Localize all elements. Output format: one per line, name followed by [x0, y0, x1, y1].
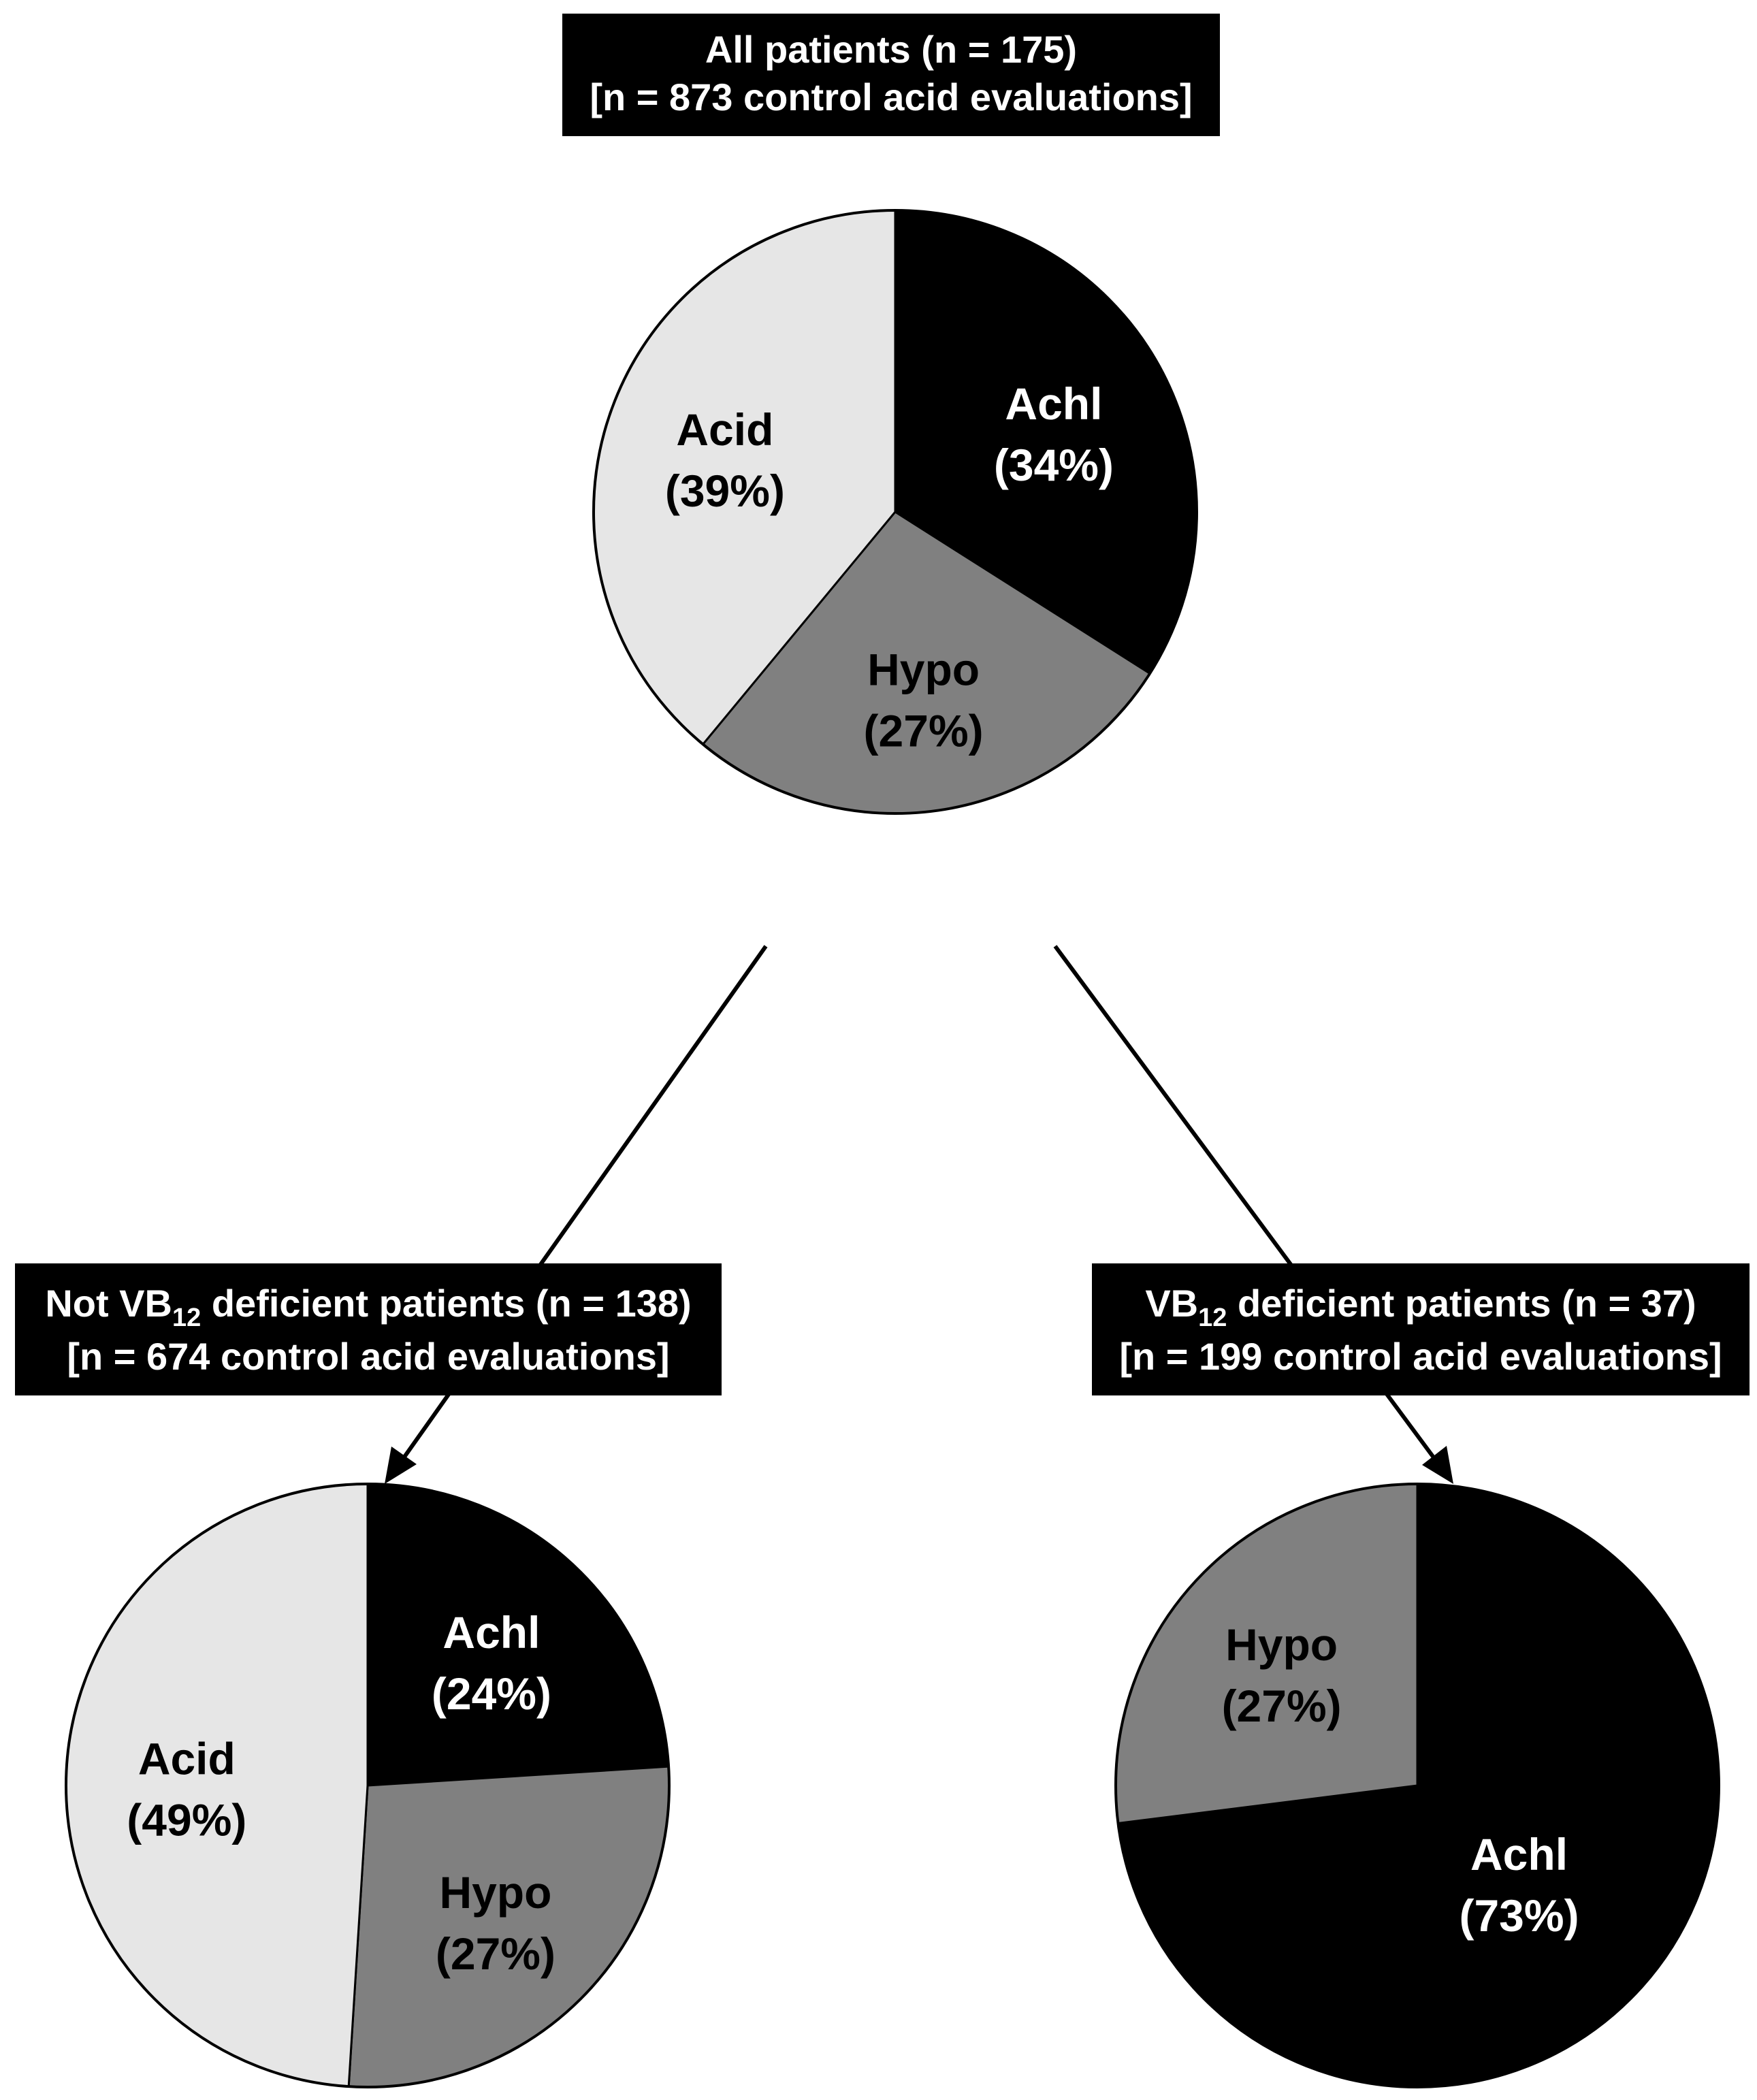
- pie-outline: [1114, 1483, 1720, 2088]
- slice-percent-achl: (34%): [994, 440, 1114, 490]
- slice-label-achl: Achl: [442, 1607, 540, 1658]
- pie-outline: [592, 209, 1198, 815]
- title-box-not-deficient: Not VB12 deficient patients (n = 138) [n…: [15, 1263, 722, 1395]
- slice-label-hypo: Hypo: [1225, 1619, 1338, 1670]
- title-deficient: VB12 deficient patients (n = 37): [1145, 1282, 1696, 1332]
- slice-percent-acid: (39%): [665, 466, 785, 516]
- title-all-patients: All patients (n = 175): [705, 28, 1077, 71]
- pie-slice-acid: [65, 1483, 369, 2088]
- slice-label-hypo: Hypo: [867, 645, 980, 695]
- arrowhead-deficient: [1422, 1446, 1453, 1484]
- pie-all-patients: Achl (34%) Hypo (27%) Acid (39%): [592, 209, 1198, 815]
- slice-percent-hypo: (27%): [864, 706, 984, 756]
- pie-slice-hypo: [347, 1765, 671, 2088]
- slice-percent-achl: (24%): [432, 1668, 551, 1719]
- title-box-deficient: VB12 deficient patients (n = 37) [n = 19…: [1092, 1263, 1750, 1395]
- slice-percent-acid: (49%): [127, 1795, 246, 1845]
- title-not-deficient: Not VB12 deficient patients (n = 138): [45, 1282, 691, 1332]
- arrowhead-not-deficient: [385, 1447, 417, 1484]
- pie-outline: [65, 1483, 671, 2088]
- slice-label-hypo: Hypo: [439, 1867, 551, 1918]
- subtitle-deficient: [n = 199 control acid evaluations]: [1119, 1335, 1722, 1378]
- slice-label-achl: Achl: [1470, 1829, 1568, 1879]
- pie-not-deficient: Achl (24%) Hypo (27%) Acid (49%): [65, 1483, 671, 2088]
- title-box-all-patients: All patients (n = 175) [n = 873 control …: [562, 14, 1220, 136]
- subtitle-not-deficient: [n = 674 control acid evaluations]: [67, 1335, 669, 1378]
- slice-label-acid: Acid: [138, 1734, 236, 1784]
- pie-deficient: Achl (73%) Hypo (27%): [1114, 1483, 1720, 2088]
- subtitle-all-patients: [n = 873 control acid evaluations]: [590, 76, 1192, 118]
- slice-percent-hypo: (27%): [1222, 1681, 1342, 1731]
- slice-percent-hypo: (27%): [436, 1928, 555, 1979]
- slice-percent-achl: (73%): [1460, 1890, 1579, 1941]
- slice-label-acid: Acid: [676, 404, 773, 455]
- slice-label-achl: Achl: [1005, 378, 1102, 429]
